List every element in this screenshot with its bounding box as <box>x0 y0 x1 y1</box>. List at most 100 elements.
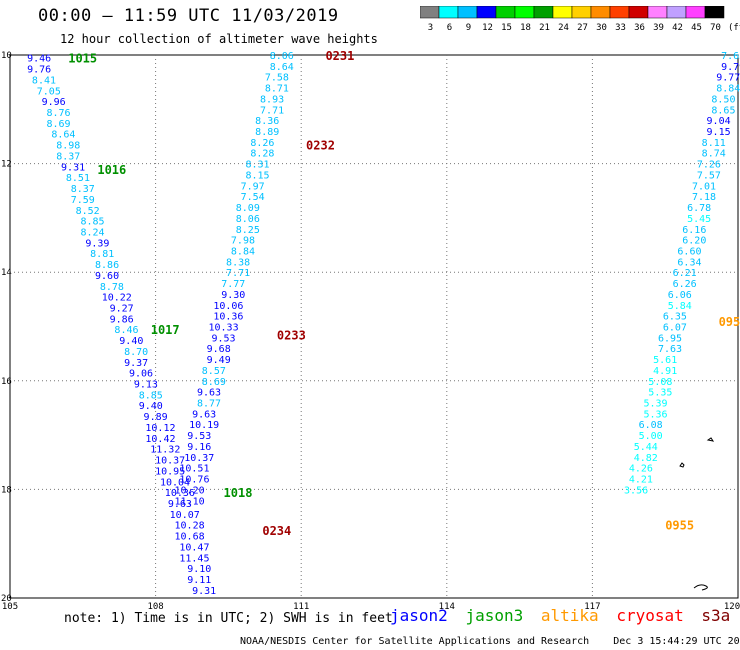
wave-height-value: 9.86 <box>110 314 134 325</box>
wave-height-value: 8.93 <box>260 94 284 105</box>
wave-height-value: 9.31 <box>61 162 85 173</box>
wave-height-value: 8.38 <box>226 257 250 268</box>
wave-height-value: 5.84 <box>668 301 692 312</box>
wave-height-value: 8.71 <box>265 84 289 95</box>
wave-height-value: 9.06 <box>129 369 153 380</box>
wave-height-value: 8.51 <box>66 173 90 184</box>
wave-height-value: 8.50 <box>711 94 735 105</box>
pass-time-label: 0233 <box>277 329 306 343</box>
wave-height-value: 6.95 <box>658 333 682 344</box>
wave-height-value: 11.10 <box>175 496 205 507</box>
wave-height-value: 8.77 <box>197 399 221 410</box>
wave-height-value: 8.41 <box>32 75 56 86</box>
wave-height-value: 9.63 <box>192 409 216 420</box>
longitude-label: 117 <box>584 602 600 610</box>
pass-time-label: 1015 <box>68 52 97 66</box>
wave-height-value: 9.77 <box>716 73 740 84</box>
wave-height-value: 9.13 <box>134 380 158 391</box>
legend-tick-label: 24 <box>558 23 569 33</box>
wave-height-value: 8.06 <box>270 51 294 62</box>
wave-height-value: 8.37 <box>71 184 95 195</box>
legend-tick-label: 45 <box>691 23 702 33</box>
wave-height-value: 5.35 <box>648 388 672 399</box>
legend-tick-label: 12 <box>482 23 493 33</box>
pass-time-label: 1017 <box>151 323 180 337</box>
wave-height-value: 8.25 <box>236 225 260 236</box>
wave-height-value: 10.68 <box>175 532 205 543</box>
legend-tick-label: 27 <box>577 23 588 33</box>
wave-height-value: 9.46 <box>27 54 51 65</box>
wave-height-value: 10.47 <box>179 542 209 553</box>
wave-height-value: 8.89 <box>255 127 279 138</box>
wave-height-value: 8.86 <box>95 260 119 271</box>
wave-height-value: 8.74 <box>702 149 726 160</box>
wave-height-value: 8.76 <box>46 108 70 119</box>
wave-height-value: 7.98 <box>231 236 255 247</box>
notes-text: note: 1) Time is in UTC; 2) SWH is in fe… <box>64 611 393 626</box>
wave-height-value: 3.56 <box>624 485 648 496</box>
pass-time-label: 1016 <box>97 163 126 177</box>
latitude-label: 20 <box>1 594 12 604</box>
wave-height-value: 10.28 <box>175 521 205 532</box>
wave-height-value: 7.63 <box>658 344 682 355</box>
wave-height-value: 6.21 <box>673 268 697 279</box>
wave-height-value: 10.51 <box>179 464 209 475</box>
track-jason2: 9.469.768.417.059.968.768.698.648.988.37… <box>27 52 252 597</box>
wave-height-value: 8.84 <box>231 246 255 257</box>
wave-height-value: 5.00 <box>639 431 663 442</box>
legend-swatch <box>704 6 725 19</box>
wave-height-value: 8.15 <box>245 170 269 181</box>
legend-tick-label: 6 <box>447 23 452 33</box>
wave-height-value: 8.28 <box>250 149 274 160</box>
wave-height-value: 10.76 <box>179 475 209 486</box>
wave-height-value: 9.37 <box>124 358 148 369</box>
wave-height-value: 7.71 <box>260 105 284 116</box>
wave-height-value: 10.19 <box>189 420 219 431</box>
wave-height-value: 9.63 <box>197 388 221 399</box>
wave-height-value: 9.68 <box>207 344 231 355</box>
track-altika: 7.639.799.778.848.508.659.049.158.118.74… <box>624 51 740 533</box>
wave-height-value: 8.11 <box>702 138 726 149</box>
wave-height-value: 8.65 <box>711 105 735 116</box>
wave-height-value: 9.96 <box>42 97 66 108</box>
wave-height-value: 8.84 <box>716 84 740 95</box>
wave-height-value: 7.71 <box>226 268 250 279</box>
wave-height-value: 6.35 <box>663 312 687 323</box>
longitude-label: 108 <box>147 602 163 610</box>
wave-height-value: 9.53 <box>187 431 211 442</box>
wave-height-value: 8.98 <box>56 141 80 152</box>
pass-time-label: 0232 <box>306 139 335 153</box>
wave-height-value: 7.05 <box>37 86 61 97</box>
wave-height-value: 5.08 <box>648 377 672 388</box>
wave-height-value: 8.46 <box>114 325 138 336</box>
legend-tick-label: 18 <box>520 23 531 33</box>
wave-height-value: 8.81 <box>90 249 114 260</box>
wave-height-value: 11.32 <box>150 445 180 456</box>
map-frame <box>9 54 739 599</box>
wave-height-value: 9.16 <box>187 442 211 453</box>
wave-height-value: 7.57 <box>697 170 721 181</box>
wave-height-value: 6.78 <box>687 203 711 214</box>
wave-height-value: 8.57 <box>202 366 226 377</box>
wave-height-value: 5.44 <box>634 442 658 453</box>
longitude-label: 120 <box>724 602 740 610</box>
satellite-jason3: jason3 <box>465 606 524 625</box>
wave-height-value: 4.26 <box>629 464 653 475</box>
latitude-label: 18 <box>1 485 12 495</box>
legend-unit: (ft) <box>728 23 740 33</box>
longitude-label: 111 <box>293 602 309 610</box>
wave-height-value: 5.36 <box>643 409 667 420</box>
legend-tick-label: 15 <box>501 23 512 33</box>
wave-height-value: 7.54 <box>241 192 265 203</box>
generated-timestamp: Dec 3 15:44:29 UTC 2019 <box>613 636 740 647</box>
pass-time-label: 0231 <box>325 49 354 63</box>
wave-height-value: 7.01 <box>692 181 716 192</box>
wave-height-value: 7.59 <box>71 195 95 206</box>
satellite-s3a: s3a <box>701 606 731 625</box>
wave-height-value: 8.70 <box>124 347 148 358</box>
wave-height-value: 6.60 <box>677 246 701 257</box>
coastline <box>679 437 715 591</box>
wave-height-value: 7.97 <box>241 181 265 192</box>
wave-height-value: 8.36 <box>255 116 279 127</box>
